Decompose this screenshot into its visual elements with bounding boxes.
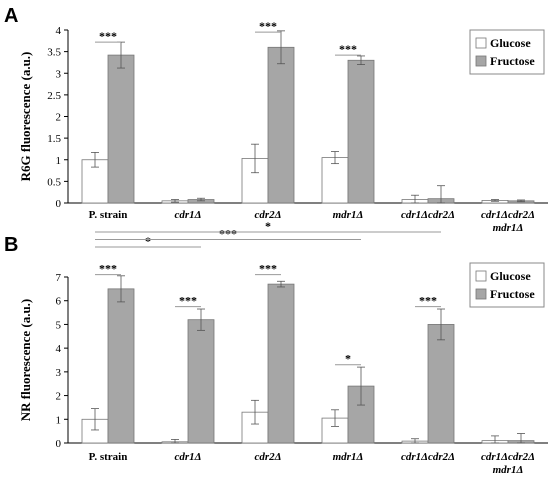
- significance-label: ***: [99, 29, 117, 43]
- panel-b: B NR fluorescence (a.u.) 0 1 2 3 4 5 6 7 P. strain…: [4, 219, 548, 476]
- legend-box: [469, 262, 545, 308]
- significance-label: ***: [259, 19, 277, 33]
- y-tick-label: 2.5: [47, 90, 61, 102]
- category-label: cdr1Δcdr2Δ: [401, 451, 455, 463]
- y-tick-label: 2: [56, 112, 62, 124]
- y-axis-label: R6G fluorescence (a.u.): [18, 52, 33, 182]
- y-tick-label: 7: [56, 272, 62, 284]
- bar-fructose: [427, 324, 455, 444]
- bar-fructose: [107, 288, 135, 444]
- significance-label: *: [265, 219, 271, 233]
- y-tick-label: 3.5: [47, 47, 61, 59]
- y-tick-label: 1: [56, 414, 62, 426]
- legend-label: Fructose: [490, 287, 535, 301]
- category-label: cdr1Δcdr2Δ: [481, 209, 535, 221]
- y-tick-label: 1: [56, 155, 62, 167]
- category-label: P. strain: [89, 451, 128, 463]
- significance-label: ***: [219, 227, 237, 241]
- bar-fructose: [267, 46, 295, 204]
- legend-swatch: [475, 37, 487, 49]
- bar-fructose: [267, 283, 295, 444]
- y-tick-label: 6: [56, 296, 62, 308]
- panel-letter: B: [4, 234, 18, 256]
- significance-label: ***: [419, 294, 437, 308]
- y-tick-label: 0: [56, 198, 62, 210]
- category-label: cdr1Δcdr2Δ: [401, 209, 455, 221]
- significance-label: ***: [99, 262, 117, 276]
- category-label: cdr2Δ: [254, 209, 281, 221]
- category-label: mdr1Δ: [493, 464, 524, 476]
- significance-label: *: [345, 352, 351, 366]
- category-label: mdr1Δ: [493, 222, 524, 234]
- category-label: P. strain: [89, 209, 128, 221]
- bar-fructose: [107, 54, 135, 204]
- y-axis-label: NR fluorescence (a.u.): [18, 299, 33, 422]
- y-tick-label: 1.5: [47, 133, 61, 145]
- legend-swatch: [475, 270, 487, 282]
- y-tick-label: 5: [56, 319, 62, 331]
- y-tick-label: 2: [56, 391, 62, 403]
- category-label: cdr2Δ: [254, 451, 281, 463]
- significance-label: ***: [179, 294, 197, 308]
- y-tick-label: 0: [56, 438, 62, 450]
- legend-swatch: [475, 288, 487, 300]
- y-tick-label: 4: [56, 25, 62, 37]
- legend-swatch: [475, 55, 487, 67]
- bar-fructose: [187, 319, 215, 444]
- legend-label: Glucose: [490, 36, 531, 50]
- y-tick-label: 3: [56, 68, 62, 80]
- y-tick-label: 0.5: [47, 176, 61, 188]
- legend-box: [469, 29, 545, 75]
- category-label: cdr1Δcdr2Δ: [481, 451, 535, 463]
- category-label: cdr1Δ: [174, 451, 201, 463]
- category-label: mdr1Δ: [333, 209, 364, 221]
- panel-a: A R6G fluorescence (a.u.) 0 0.5 1 1.5 2 2.5 3 3.5…: [4, 5, 548, 234]
- bar-fructose: [347, 59, 375, 204]
- legend-label: Fructose: [490, 54, 535, 68]
- category-label: mdr1Δ: [333, 451, 364, 463]
- significance-label: ***: [259, 262, 277, 276]
- panel-letter: A: [4, 5, 18, 27]
- significance-label: ***: [339, 42, 357, 56]
- category-label: cdr1Δ: [174, 209, 201, 221]
- bar-glucose: [321, 157, 349, 204]
- y-tick-label: 3: [56, 367, 62, 379]
- y-tick-label: 4: [56, 343, 62, 355]
- legend-label: Glucose: [490, 269, 531, 283]
- significance-label: *: [145, 234, 151, 248]
